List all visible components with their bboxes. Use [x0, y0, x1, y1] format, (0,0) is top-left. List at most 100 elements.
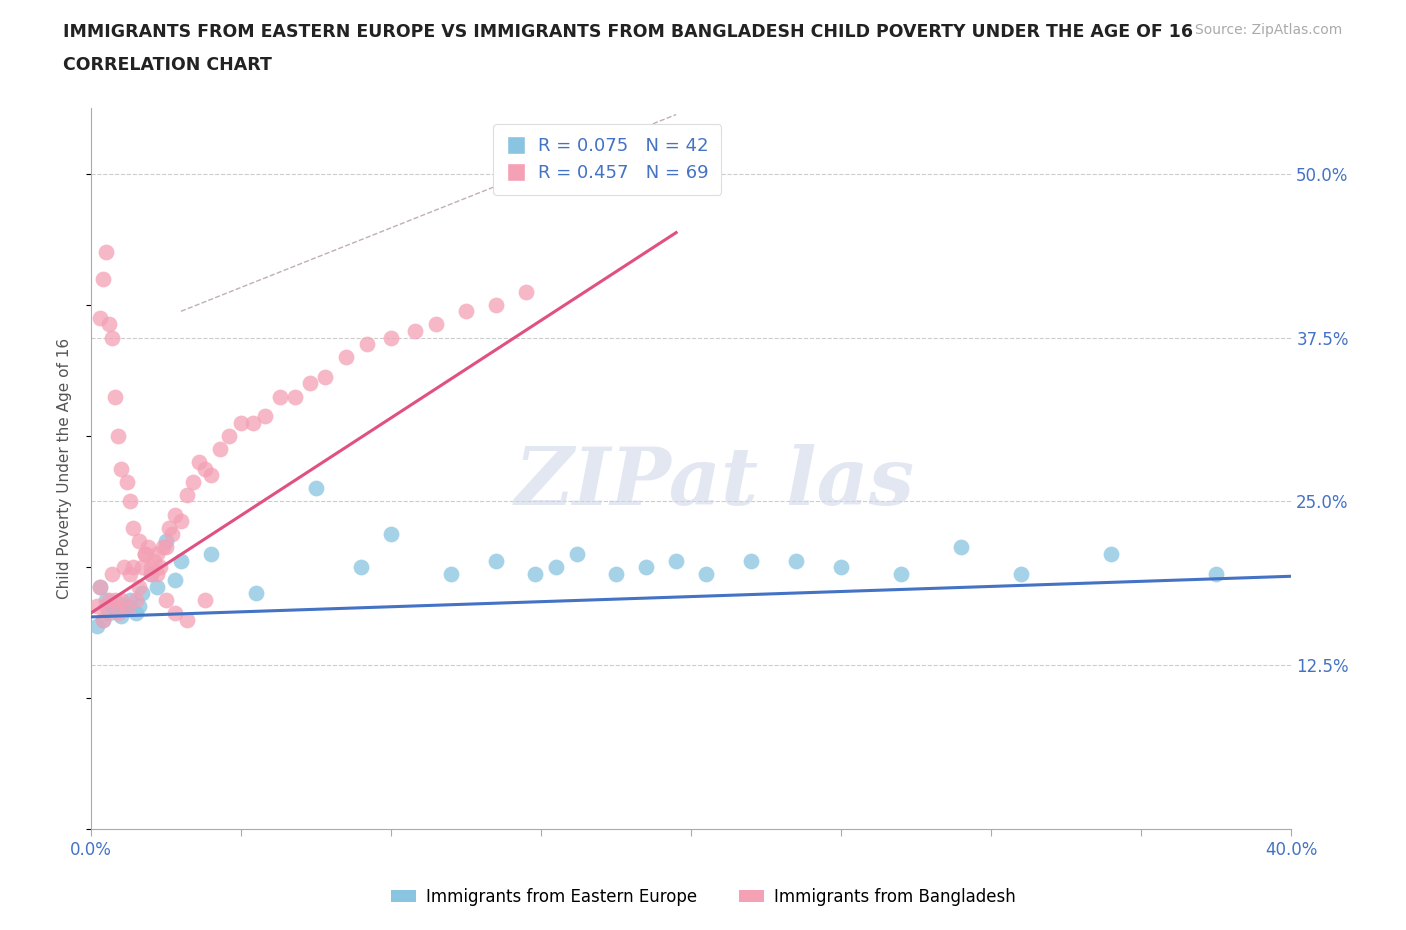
Point — [142, 553, 165, 568]
Point — [253, 409, 276, 424]
Point — [104, 602, 127, 617]
Point — [163, 573, 186, 588]
Point — [1205, 566, 1227, 581]
Point — [155, 540, 177, 555]
Point — [115, 602, 138, 617]
Point — [380, 526, 402, 541]
Point — [94, 592, 117, 607]
Point — [101, 599, 124, 614]
Point — [305, 481, 328, 496]
Point — [515, 285, 537, 299]
Point — [104, 592, 127, 607]
Point — [89, 311, 111, 325]
Point — [139, 566, 162, 581]
Point — [284, 389, 307, 404]
Point — [152, 540, 174, 555]
Point — [112, 602, 135, 617]
Point — [335, 350, 357, 365]
Point — [134, 547, 156, 562]
Point — [605, 566, 627, 581]
Point — [86, 618, 108, 633]
Point — [242, 416, 264, 431]
Point — [245, 586, 267, 601]
Point — [104, 389, 127, 404]
Point — [118, 566, 141, 581]
Point — [89, 579, 111, 594]
Point — [208, 442, 231, 457]
Point — [122, 560, 145, 575]
Text: IMMIGRANTS FROM EASTERN EUROPE VS IMMIGRANTS FROM BANGLADESH CHILD POVERTY UNDER: IMMIGRANTS FROM EASTERN EUROPE VS IMMIGR… — [63, 23, 1194, 41]
Point — [128, 579, 150, 594]
Point — [380, 330, 402, 345]
Point — [110, 461, 132, 476]
Point — [128, 534, 150, 549]
Point — [314, 369, 336, 384]
Point — [94, 245, 117, 259]
Point — [1099, 547, 1122, 562]
Point — [139, 560, 162, 575]
Point — [155, 534, 177, 549]
Point — [176, 487, 198, 502]
Point — [188, 455, 211, 470]
Point — [118, 592, 141, 607]
Point — [170, 513, 193, 528]
Point — [91, 612, 114, 627]
Point — [112, 560, 135, 575]
Text: ZIPat las: ZIPat las — [515, 445, 915, 522]
Point — [107, 596, 129, 611]
Text: CORRELATION CHART: CORRELATION CHART — [63, 56, 273, 73]
Point — [157, 520, 180, 535]
Point — [890, 566, 912, 581]
Point — [107, 429, 129, 444]
Point — [136, 540, 159, 555]
Point — [122, 520, 145, 535]
Point — [97, 605, 120, 620]
Point — [425, 317, 447, 332]
Point — [229, 416, 252, 431]
Point — [565, 547, 588, 562]
Point — [94, 599, 117, 614]
Point — [194, 461, 217, 476]
Point — [181, 474, 204, 489]
Point — [1010, 566, 1032, 581]
Legend: R = 0.075   N = 42, R = 0.457   N = 69: R = 0.075 N = 42, R = 0.457 N = 69 — [494, 125, 721, 194]
Point — [454, 304, 477, 319]
Point — [115, 599, 138, 614]
Point — [110, 608, 132, 623]
Point — [636, 560, 658, 575]
Point — [350, 560, 373, 575]
Point — [115, 474, 138, 489]
Point — [118, 494, 141, 509]
Point — [546, 560, 568, 575]
Point — [830, 560, 852, 575]
Point — [740, 553, 762, 568]
Point — [485, 298, 508, 312]
Point — [146, 566, 169, 581]
Point — [440, 566, 463, 581]
Point — [194, 592, 217, 607]
Point — [485, 553, 508, 568]
Point — [950, 540, 973, 555]
Text: Source: ZipAtlas.com: Source: ZipAtlas.com — [1195, 23, 1343, 37]
Point — [97, 592, 120, 607]
Y-axis label: Child Poverty Under the Age of 16: Child Poverty Under the Age of 16 — [58, 339, 72, 599]
Point — [91, 612, 114, 627]
Point — [139, 566, 162, 581]
Legend: Immigrants from Eastern Europe, Immigrants from Bangladesh: Immigrants from Eastern Europe, Immigran… — [384, 881, 1022, 912]
Point — [404, 324, 426, 339]
Point — [86, 599, 108, 614]
Point — [155, 592, 177, 607]
Point — [176, 612, 198, 627]
Point — [107, 605, 129, 620]
Point — [101, 566, 124, 581]
Point — [163, 605, 186, 620]
Point — [125, 605, 148, 620]
Point — [134, 547, 156, 562]
Point — [665, 553, 688, 568]
Point — [163, 507, 186, 522]
Point — [269, 389, 291, 404]
Point — [110, 592, 132, 607]
Point — [146, 579, 169, 594]
Point — [131, 560, 153, 575]
Point — [200, 468, 222, 483]
